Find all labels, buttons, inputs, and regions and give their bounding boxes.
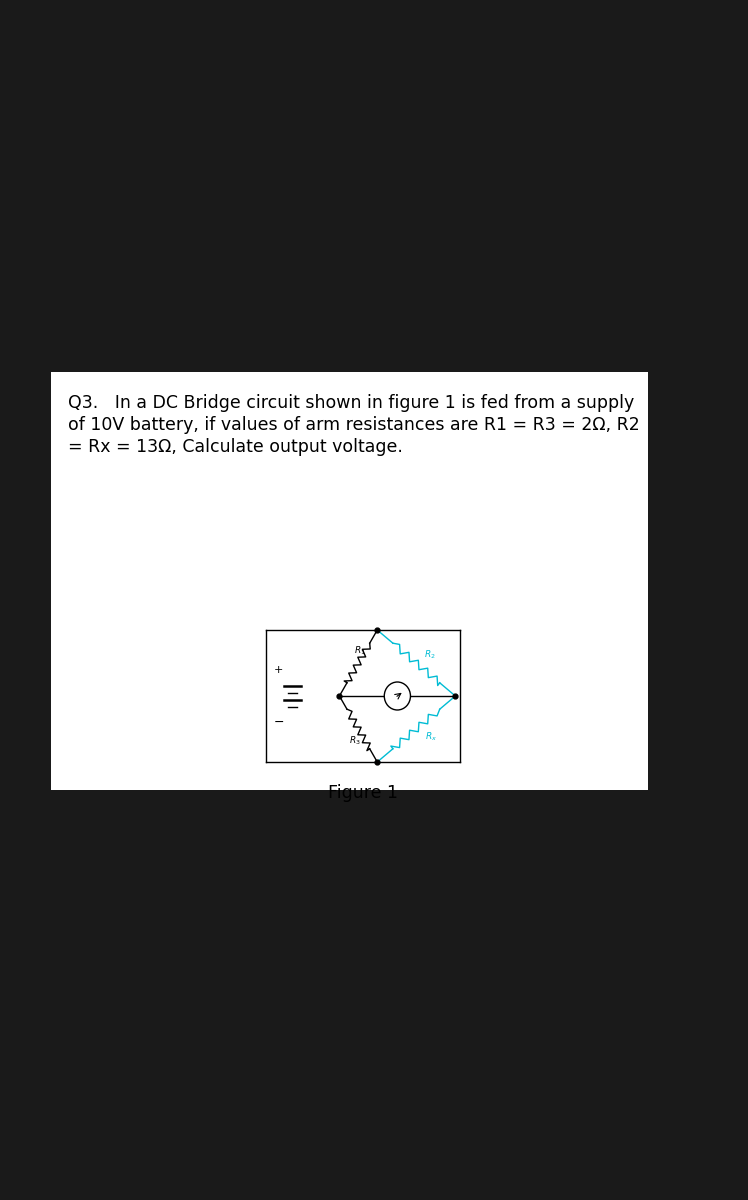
Text: = Rx = 13Ω, Calculate output voltage.: = Rx = 13Ω, Calculate output voltage. <box>68 438 403 456</box>
Text: −: − <box>273 715 284 728</box>
Text: Q3.   In a DC Bridge circuit shown in figure 1 is fed from a supply: Q3. In a DC Bridge circuit shown in figu… <box>68 394 634 412</box>
Text: $R_3$: $R_3$ <box>349 734 361 748</box>
Text: $R_2$: $R_2$ <box>423 649 435 661</box>
Text: $R_x$: $R_x$ <box>425 731 438 743</box>
Bar <box>52 372 648 790</box>
Text: Figure 1: Figure 1 <box>328 784 398 802</box>
Text: $R_1$: $R_1$ <box>355 644 366 658</box>
Text: of 10V battery, if values of arm resistances are R1 = R3 = 2Ω, R2: of 10V battery, if values of arm resista… <box>68 416 640 434</box>
Circle shape <box>384 682 411 710</box>
Text: +: + <box>274 665 283 674</box>
